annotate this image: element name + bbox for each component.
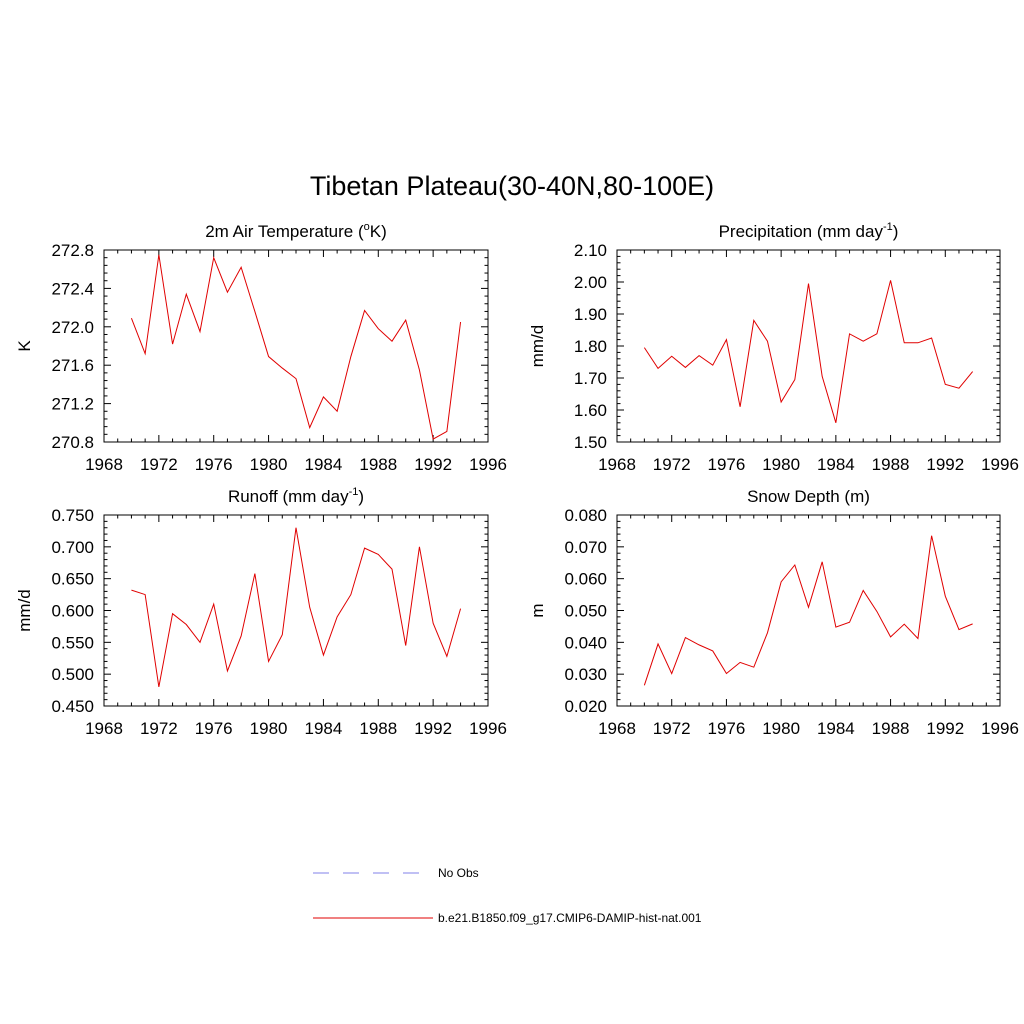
panel-snow-depth: 1968 1972 1976 1980 1984 1988 1992 1996 0.020 0.0… — [528, 487, 1019, 738]
y-axis-label: mm/d — [528, 325, 547, 368]
x-tick-label: 1996 — [981, 455, 1019, 474]
panel-precipitation: 1968 1972 1976 1980 1984 1988 1992 1996 1.50 1.60… — [528, 221, 1019, 474]
panel-title: Precipitation (mm day-1) — [719, 221, 899, 241]
y-tick-label: 1.50 — [574, 433, 607, 452]
x-tick-label: 1972 — [653, 719, 691, 738]
figure-title: Tibetan Plateau(30-40N,80-100E) — [310, 171, 714, 201]
x-tick-label: 1980 — [762, 455, 800, 474]
y-tick-label: 0.060 — [564, 570, 607, 589]
x-tick-label: 1988 — [872, 455, 910, 474]
y-tick-label: 1.90 — [574, 305, 607, 324]
panel-title: Runoff (mm day-1) — [228, 486, 364, 506]
x-tick-label: 1968 — [85, 719, 123, 738]
y-tick-label: 272.4 — [51, 279, 94, 298]
y-tick-label: 1.80 — [574, 337, 607, 356]
x-tick-label: 1968 — [85, 455, 123, 474]
x-tick-label: 1992 — [926, 455, 964, 474]
y-tick-label: 0.750 — [51, 506, 94, 525]
x-tick-label: 1992 — [414, 719, 452, 738]
x-tick-label: 1968 — [598, 455, 636, 474]
x-tick-label: 1972 — [140, 455, 178, 474]
y-tick-label: 271.2 — [51, 395, 94, 414]
y-tick-label: 0.020 — [564, 697, 607, 716]
y-tick-label: 2.10 — [574, 241, 607, 260]
y-axis-label: K — [15, 340, 34, 352]
x-tick-label: 1992 — [926, 719, 964, 738]
x-tick-label: 1988 — [359, 455, 397, 474]
x-tick-label: 1988 — [872, 719, 910, 738]
panel-title: 2m Air Temperature (oK) — [205, 221, 387, 241]
panel-air-temperature: 1968 1972 1976 1980 1984 1988 1992 1996 270.8 271… — [15, 221, 507, 474]
panel-title: Snow Depth (m) — [747, 487, 870, 506]
y-tick-label: 0.070 — [564, 538, 607, 557]
y-tick-label: 0.550 — [51, 633, 94, 652]
y-tick-label: 1.60 — [574, 401, 607, 420]
x-tick-label: 1992 — [414, 455, 452, 474]
y-tick-label: 0.030 — [564, 665, 607, 684]
y-tick-label: 0.050 — [564, 602, 607, 621]
panel-runoff: 1968 1972 1976 1980 1984 1988 1992 1996 0.450 0.5… — [15, 486, 507, 738]
y-tick-label: 0.600 — [51, 602, 94, 621]
x-tick-label: 1996 — [469, 455, 507, 474]
x-tick-label: 1976 — [708, 719, 746, 738]
x-tick-label: 1984 — [305, 455, 343, 474]
y-tick-label: 272.0 — [51, 318, 94, 337]
y-tick-label: 0.080 — [564, 506, 607, 525]
x-tick-label: 1984 — [817, 719, 855, 738]
legend-label-no-obs: No Obs — [438, 866, 479, 880]
x-tick-label: 1996 — [469, 719, 507, 738]
x-tick-label: 1984 — [305, 719, 343, 738]
y-tick-label: 0.700 — [51, 538, 94, 557]
x-tick-label: 1976 — [708, 455, 746, 474]
x-tick-label: 1972 — [140, 719, 178, 738]
x-tick-label: 1976 — [195, 719, 233, 738]
y-tick-label: 0.450 — [51, 697, 94, 716]
x-tick-label: 1980 — [250, 455, 288, 474]
x-tick-label: 1976 — [195, 455, 233, 474]
x-tick-label: 1968 — [598, 719, 636, 738]
x-tick-label: 1972 — [653, 455, 691, 474]
x-tick-label: 1988 — [359, 719, 397, 738]
x-tick-label: 1984 — [817, 455, 855, 474]
legend-label-model: b.e21.B1850.f09_g17.CMIP6-DAMIP-hist-nat… — [438, 911, 702, 925]
x-tick-label: 1980 — [250, 719, 288, 738]
y-tick-label: 271.6 — [51, 356, 94, 375]
y-tick-label: 2.00 — [574, 273, 607, 292]
legend: No Obs b.e21.B1850.f09_g17.CMIP6-DAMIP-h… — [313, 866, 702, 925]
y-axis-label: m — [528, 603, 547, 617]
y-tick-label: 0.500 — [51, 665, 94, 684]
y-tick-label: 0.040 — [564, 633, 607, 652]
y-tick-label: 272.8 — [51, 241, 94, 260]
y-axis-label: mm/d — [15, 589, 34, 632]
y-tick-label: 0.650 — [51, 570, 94, 589]
x-tick-label: 1996 — [981, 719, 1019, 738]
x-tick-label: 1980 — [762, 719, 800, 738]
panels-group: 1968 1972 1976 1980 1984 1988 1992 1996 270.8 271… — [15, 221, 1019, 738]
y-tick-label: 270.8 — [51, 433, 94, 452]
y-tick-label: 1.70 — [574, 369, 607, 388]
